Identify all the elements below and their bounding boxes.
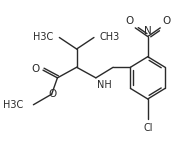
Text: O: O [49, 89, 57, 99]
Text: H3C: H3C [33, 32, 54, 42]
Text: NH: NH [97, 80, 112, 90]
Text: CH3: CH3 [100, 32, 120, 42]
Text: O: O [125, 16, 134, 26]
Text: H3C: H3C [2, 100, 23, 110]
Text: O: O [162, 16, 170, 26]
Text: Cl: Cl [143, 123, 152, 133]
Text: N: N [144, 26, 152, 36]
Text: O: O [31, 64, 39, 74]
